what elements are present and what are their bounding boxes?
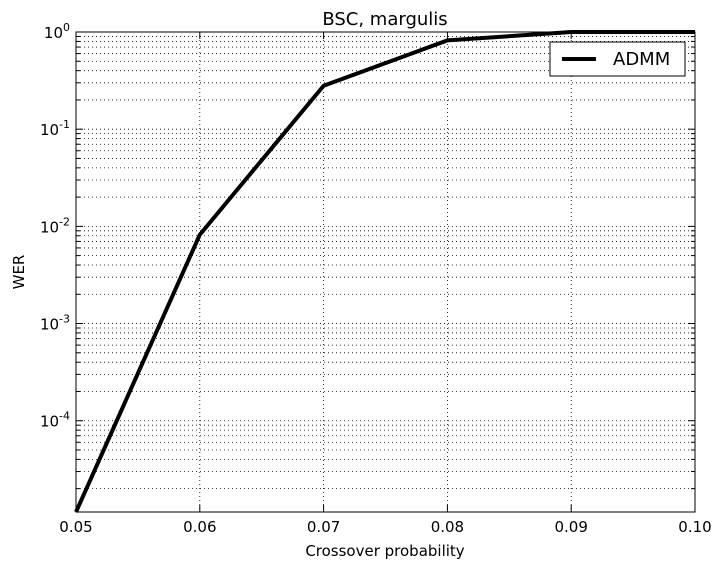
y-axis-title: WER <box>10 255 28 290</box>
legend-label-admm: ADMM <box>613 49 670 70</box>
y-tick-label: 10-2 <box>40 215 70 236</box>
x-tick-label: 0.05 <box>59 518 92 536</box>
y-tick-label: 10-1 <box>40 118 70 139</box>
plot-frame <box>75 31 696 513</box>
x-tick-label: 0.07 <box>307 518 340 536</box>
y-tick-label: 10-4 <box>40 410 70 431</box>
x-tick-label: 0.10 <box>678 518 711 536</box>
y-tick-labels: 100 10-1 10-2 10-3 10-4 <box>40 21 70 431</box>
series-line-admm <box>74 30 695 513</box>
x-tick-label: 0.09 <box>554 518 587 536</box>
x-tick-label: 0.08 <box>431 518 464 536</box>
y-tick-label: 10-3 <box>40 313 70 334</box>
legend: ADMM <box>549 41 686 77</box>
x-tick-labels: 0.05 0.06 0.07 0.08 0.09 0.10 <box>59 518 711 536</box>
y-tick-label: 100 <box>44 21 70 42</box>
chart-title: BSC, margulis <box>322 9 447 30</box>
axis-ticks <box>75 31 696 512</box>
x-tick-label: 0.06 <box>183 518 216 536</box>
series-layer <box>74 30 695 513</box>
grid-lines <box>76 32 695 512</box>
x-axis-title: Crossover probability <box>305 542 464 560</box>
